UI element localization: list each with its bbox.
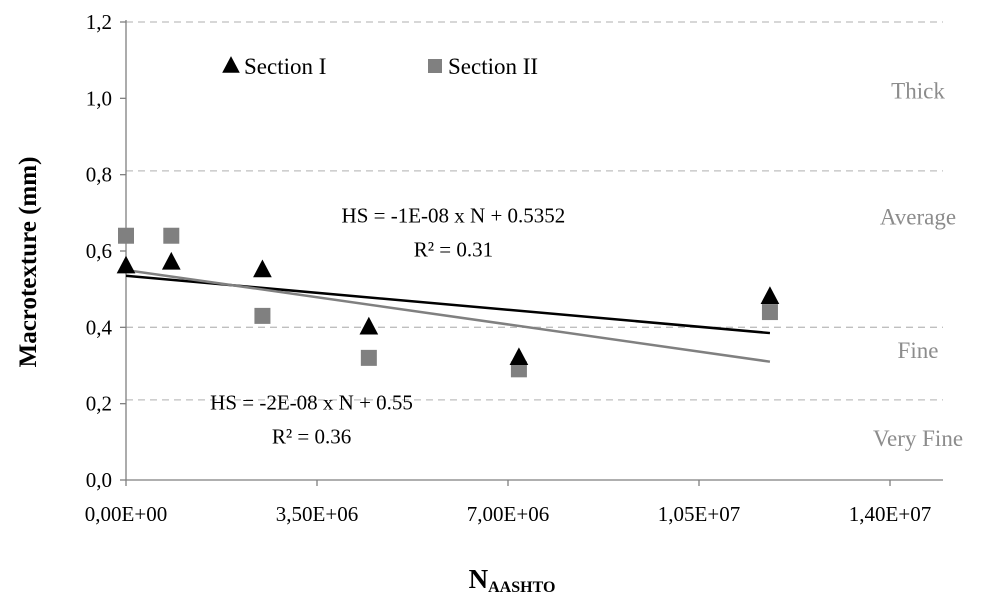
data-point-section-i <box>509 347 529 366</box>
region-label: Very Fine <box>873 426 963 451</box>
x-tick-label: 0,00E+00 <box>85 502 167 526</box>
data-point-section-ii <box>254 307 271 324</box>
y-tick-label: 0,8 <box>86 163 112 187</box>
x-axis-title-subscript: AASHTO <box>488 579 555 593</box>
data-point-section-ii <box>118 227 134 244</box>
x-tick-label: 3,50E+06 <box>276 502 358 526</box>
trendline-r2: R² = 0.31 <box>414 237 493 261</box>
y-tick-label: 0,2 <box>86 392 112 416</box>
data-point-section-ii <box>761 304 778 321</box>
legend-label: Section I <box>244 54 326 79</box>
axes: 0,0 0,2 0,4 0,6 0,8 1,0 1,2 0,00E+00 3,50E+06 7,0… <box>85 10 943 526</box>
y-tick-label: 1,0 <box>86 86 112 110</box>
region-labels: Thick Average Fine Very Fine <box>873 79 963 451</box>
x-tick-label: 1,05E+07 <box>658 502 740 526</box>
y-tick-label: 0,6 <box>86 239 112 263</box>
y-tick-label: 1,2 <box>86 10 112 34</box>
data-point-section-ii <box>510 361 527 378</box>
data-point-section-ii <box>360 349 377 366</box>
data-points <box>116 227 780 378</box>
legend: Section I Section II <box>222 54 538 79</box>
x-tick-label: 1,40E+07 <box>849 502 931 526</box>
y-tick-label: 0,0 <box>86 468 112 492</box>
x-axis-title: NAASHTO <box>469 564 556 593</box>
region-label: Fine <box>898 338 939 363</box>
trendlines: HS = -1E-08 x N + 0.5352 R² = 0.31 HS = -2… <box>125 203 771 448</box>
trendline-equation: HS = -2E-08 x N + 0.55 <box>210 390 413 414</box>
trendline-equation: HS = -1E-08 x N + 0.5352 <box>342 203 566 227</box>
x-tick-label: 7,00E+06 <box>467 502 549 526</box>
data-point-section-ii <box>163 227 180 244</box>
y-tick-label: 0,4 <box>86 315 113 339</box>
data-point-section-i <box>760 286 780 304</box>
data-point-section-i <box>161 251 181 270</box>
region-label: Thick <box>891 79 945 104</box>
x-axis-title-main: N <box>469 564 489 593</box>
legend-label: Section II <box>448 54 538 79</box>
trendline <box>125 268 771 363</box>
trendline-r2: R² = 0.36 <box>272 424 351 448</box>
data-point-section-i <box>359 316 379 335</box>
region-label: Average <box>880 205 956 230</box>
data-point-section-i <box>253 259 272 278</box>
y-axis-title: Macrotexture (mm) <box>15 157 42 368</box>
legend-marker-square <box>428 59 442 73</box>
legend-marker-triangle <box>222 56 240 73</box>
data-point-section-i <box>116 255 136 274</box>
